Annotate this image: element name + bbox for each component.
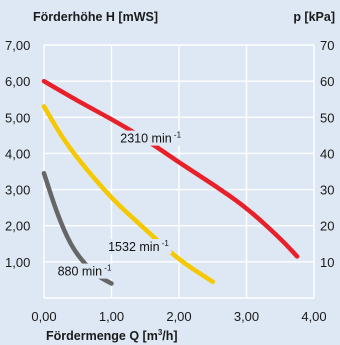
- y-tick-label-left: 7,00: [5, 38, 30, 53]
- y-tick-label-left: 1,00: [5, 255, 30, 270]
- y-tick-label-left: 3,00: [5, 183, 30, 198]
- x-axis-title-prefix: Fördermenge Q [m: [46, 329, 158, 343]
- series-label: 2310 min -1: [120, 131, 181, 146]
- y-tick-label-right: 70: [320, 38, 334, 53]
- y-tick-label-right: 10: [320, 255, 334, 270]
- series-label-sup: -1: [172, 131, 182, 140]
- series-label-name: 2310 min: [120, 132, 171, 146]
- x-axis-title-suffix: /h]: [162, 329, 177, 343]
- y-tick-label-right: 20: [320, 219, 334, 234]
- series-label-bg: [106, 239, 172, 255]
- x-tick-label: 1,00: [99, 309, 124, 324]
- series-label: 880 min -1: [58, 264, 112, 279]
- x-axis-title-sup: 3: [158, 328, 163, 337]
- series-label-name: 880 min: [58, 265, 103, 279]
- y-axis-title-left: Förderhöhe H [mWS]: [33, 10, 158, 24]
- x-tick-label: 0,00: [31, 309, 56, 324]
- series-label-bg: [55, 263, 114, 279]
- y-tick-label-right: 40: [320, 146, 334, 161]
- y-tick-label-left: 5,00: [5, 110, 30, 125]
- x-tick-label: 2,00: [166, 309, 191, 324]
- x-tick-label: 3,00: [234, 309, 259, 324]
- y-tick-label-right: 30: [320, 183, 334, 198]
- series-label-name: 1532 min: [108, 240, 159, 254]
- series-label-sup: -1: [102, 264, 112, 273]
- y-axis-title-right: p [kPa]: [293, 10, 335, 24]
- y-tick-label-right: 50: [320, 110, 334, 125]
- y-tick-label-left: 6,00: [5, 74, 30, 89]
- series-label: 1532 min -1: [108, 239, 169, 254]
- grid: [43, 44, 315, 299]
- x-axis-title: Fördermenge Q [m3/h]: [46, 328, 178, 343]
- ticks: 0,00 1,00 2,00 3,00 4,00 1,00 2,00 3,00 4,00 5,00…: [5, 38, 334, 324]
- series-curve: [41, 78, 300, 259]
- y-tick-label-left: 4,00: [5, 146, 30, 161]
- series-label-bg: [118, 130, 184, 146]
- y-tick-label-left: 2,00: [5, 219, 30, 234]
- y-tick-label-right: 60: [320, 74, 334, 89]
- series-label-sup: -1: [160, 239, 170, 248]
- x-tick-label: 4,00: [301, 309, 326, 324]
